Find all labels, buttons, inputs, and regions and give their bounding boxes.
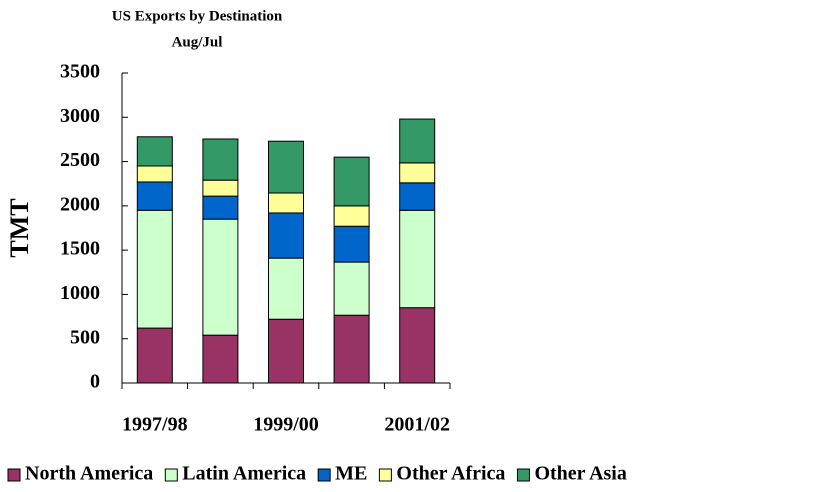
bar-segment (333, 225, 370, 263)
legend-label: North America (25, 463, 153, 485)
bar-segment (399, 307, 436, 384)
bar-segment (136, 327, 173, 384)
bar-segment (268, 140, 304, 194)
bar-segment (202, 138, 239, 181)
y-tick-label: 3500 (60, 61, 100, 83)
legend-label: Other Africa (396, 463, 505, 485)
bar-segment (268, 318, 304, 384)
y-tick-label: 500 (70, 326, 100, 348)
bar-segment (333, 314, 370, 384)
bar-segment (136, 209, 173, 329)
y-axis-title: TMT (5, 198, 34, 257)
bar-segment (136, 165, 173, 183)
y-tick-label: 2500 (60, 149, 100, 171)
bar-segment (333, 156, 370, 207)
legend-swatch (516, 468, 530, 482)
x-tick-label: 1999/00 (253, 414, 319, 436)
legend-swatch (164, 468, 178, 482)
legend-swatch (7, 468, 21, 482)
x-tick-label: 1997/98 (122, 414, 188, 436)
y-tick-label: 1000 (60, 282, 100, 304)
bar-segment (399, 162, 436, 184)
bar-segment (399, 209, 436, 309)
chart-title: US Exports by Destination (112, 8, 283, 24)
legend-swatch (378, 468, 392, 482)
bar-segment (268, 257, 304, 320)
bar-segment (136, 136, 173, 167)
bar-segment (268, 212, 304, 259)
legend-label: ME (335, 463, 367, 485)
bar-segment (268, 192, 304, 214)
bar-segment (333, 261, 370, 316)
y-tick-label: 1500 (60, 238, 100, 260)
bar-segment (202, 179, 239, 197)
bar-segment (399, 182, 436, 211)
legend-label: Other Asia (534, 463, 626, 485)
bar-segment (202, 218, 239, 336)
y-tick-label: 3000 (60, 105, 100, 127)
y-tick-label: 0 (90, 371, 100, 393)
x-tick-label: 2001/02 (384, 414, 450, 436)
legend-label: Latin America (182, 463, 306, 485)
bar-segment (202, 195, 239, 220)
y-tick-label: 2000 (60, 193, 100, 215)
bar-segment (136, 181, 173, 211)
chart-subtitle: Aug/Jul (172, 34, 223, 50)
bar-segment (333, 205, 370, 227)
legend-swatch (317, 468, 331, 482)
bar-segment (399, 118, 436, 164)
bar-segment (202, 334, 239, 384)
